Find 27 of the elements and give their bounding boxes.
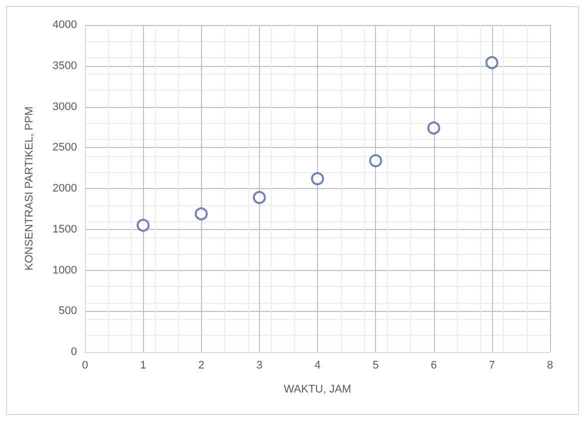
y-tick-label: 4000	[52, 19, 77, 31]
y-tick-label: 500	[58, 305, 77, 318]
point	[369, 154, 382, 168]
y-tick-label: 3500	[52, 60, 77, 72]
y-tick-label: 1500	[52, 223, 77, 236]
y-tick-label: 0	[70, 346, 77, 358]
y-tick-label: 2000	[52, 182, 77, 194]
x-tick-label: 5	[372, 360, 379, 372]
y-tick-label: 1000	[52, 264, 77, 276]
y-tick-label: 3000	[52, 100, 77, 113]
x-tick-label: 6	[430, 360, 437, 372]
x-tick-label: 8	[546, 360, 554, 372]
y-axis-title: KONSENTRASI PARTIKEL, PPM	[24, 106, 36, 271]
x-tick-label: 2	[198, 360, 204, 372]
point	[252, 190, 266, 204]
x-tick-label: 1	[140, 360, 146, 372]
x-axis-title: WAKTU, JAM	[284, 384, 352, 396]
point	[136, 218, 150, 232]
x-tick-label: 4	[314, 360, 321, 372]
point	[485, 56, 498, 70]
y-tick-label: 2500	[52, 142, 77, 154]
x-tick-label: 0	[82, 360, 88, 372]
point	[427, 122, 440, 134]
x-tick-label: 7	[488, 360, 495, 372]
x-tick-label: 3	[256, 360, 262, 372]
point	[194, 207, 208, 220]
point	[311, 172, 324, 186]
